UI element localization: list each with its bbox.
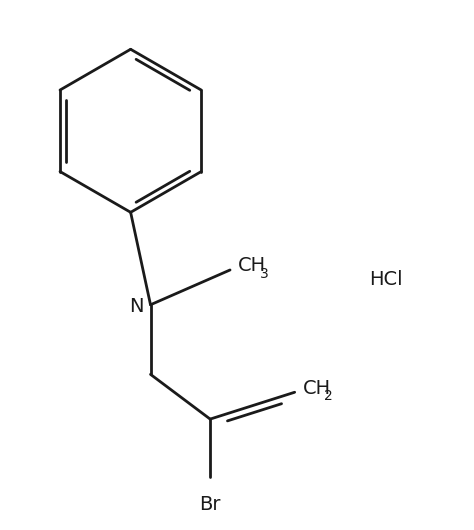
Text: 3: 3 xyxy=(260,267,269,281)
Text: CH: CH xyxy=(238,257,266,276)
Text: 2: 2 xyxy=(325,389,333,403)
Text: HCl: HCl xyxy=(369,270,403,289)
Text: N: N xyxy=(129,297,144,316)
Text: CH: CH xyxy=(302,379,331,398)
Text: Br: Br xyxy=(200,494,221,514)
